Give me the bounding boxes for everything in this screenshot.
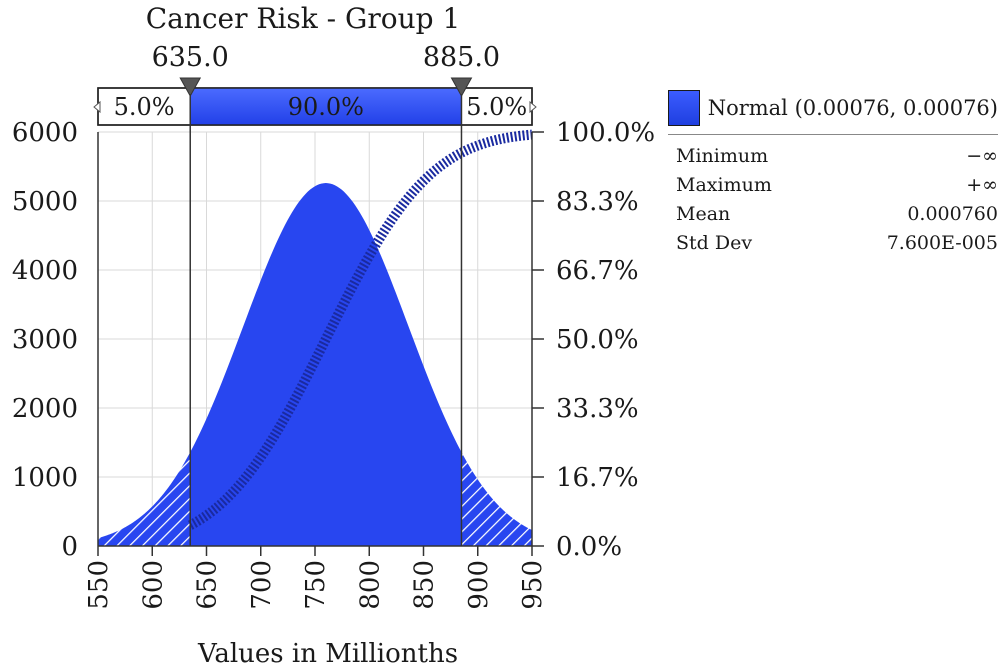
- stat-name: Mean: [676, 202, 731, 225]
- y-tick-label: 5000: [12, 187, 78, 217]
- y2-tick-label: 66.7%: [556, 256, 639, 286]
- y-tick-label: 3000: [12, 325, 78, 355]
- x-tick-label: 550: [84, 560, 114, 610]
- y2-tick-label: 50.0%: [556, 325, 639, 355]
- y-tick-label: 4000: [12, 256, 78, 286]
- left-arrow-icon: [93, 100, 101, 114]
- stat-value: 7.600E-005: [886, 231, 998, 254]
- band-label: 5.0%: [466, 93, 527, 121]
- x-tick-label: 800: [355, 560, 385, 610]
- x-tick-label: 950: [518, 560, 548, 610]
- cdf-curve: [187, 129, 533, 530]
- legend-panel: Normal (0.00076, 0.00076) Minimum −∞ Max…: [668, 88, 998, 257]
- legend-entry: Normal (0.00076, 0.00076): [668, 88, 998, 128]
- y2-tick-label: 33.3%: [556, 394, 639, 424]
- stat-row-maximum: Maximum +∞: [668, 170, 998, 199]
- y2-tick-label: 16.7%: [556, 463, 639, 493]
- marker-label: 635.0: [152, 42, 229, 73]
- percentile-band: 5.0% 90.0% 5.0% 635.0 885.0: [93, 42, 537, 126]
- stat-row-std-dev: Std Dev 7.600E-005: [668, 228, 998, 257]
- x-tick-label: 900: [464, 560, 494, 610]
- x-tick-label: 850: [410, 560, 440, 610]
- y-tick-label: 1000: [12, 463, 78, 493]
- stat-value: +∞: [966, 173, 998, 196]
- density-area: [98, 183, 532, 546]
- stat-name: Std Dev: [676, 231, 753, 254]
- risk-chart: Cancer Risk - Group 1 5.0% 90.0% 5.0% 635.0…: [12, 2, 655, 669]
- x-tick-label: 700: [247, 560, 277, 610]
- stat-row-minimum: Minimum −∞: [668, 141, 998, 170]
- x-axis-label: Values in Millionths: [197, 639, 458, 669]
- x-tick-label: 650: [193, 560, 223, 610]
- density-tail-left: [98, 452, 191, 546]
- x-tick-label: 600: [138, 560, 168, 610]
- marker-label: 885.0: [423, 42, 500, 73]
- stat-row-mean: Mean 0.000760: [668, 199, 998, 228]
- band-label: 5.0%: [114, 93, 175, 121]
- y-tick-label: 6000: [12, 118, 78, 148]
- band-label: 90.0%: [288, 93, 364, 121]
- chart-title: Cancer Risk - Group 1: [146, 2, 461, 35]
- y-tick-label: 2000: [12, 394, 78, 424]
- stat-name: Maximum: [676, 173, 772, 196]
- legend-swatch: [668, 90, 700, 126]
- band-segment-center: [190, 88, 462, 125]
- stat-value: 0.000760: [907, 202, 998, 225]
- right-arrow-icon: [529, 100, 537, 114]
- legend-label: Normal (0.00076, 0.00076): [707, 96, 998, 120]
- axes: 0 1000 2000 3000 4000 5000 6000 0.0% 16.7% 33.3% 5…: [12, 94, 655, 610]
- y2-tick-label: 83.3%: [556, 187, 639, 217]
- marker-handle-icon: [450, 77, 473, 98]
- marker-handle-icon: [179, 77, 202, 98]
- x-tick-label: 750: [301, 560, 331, 610]
- y2-tick-label: 0.0%: [556, 532, 622, 562]
- cdf-line: [187, 129, 533, 530]
- density-tail-right: [461, 452, 532, 546]
- legend-divider: [668, 134, 998, 135]
- density-center: [190, 183, 462, 546]
- stat-value: −∞: [966, 144, 998, 167]
- stat-name: Minimum: [676, 144, 769, 167]
- y-tick-label: 0: [61, 532, 78, 562]
- y2-tick-label: 100.0%: [556, 118, 655, 148]
